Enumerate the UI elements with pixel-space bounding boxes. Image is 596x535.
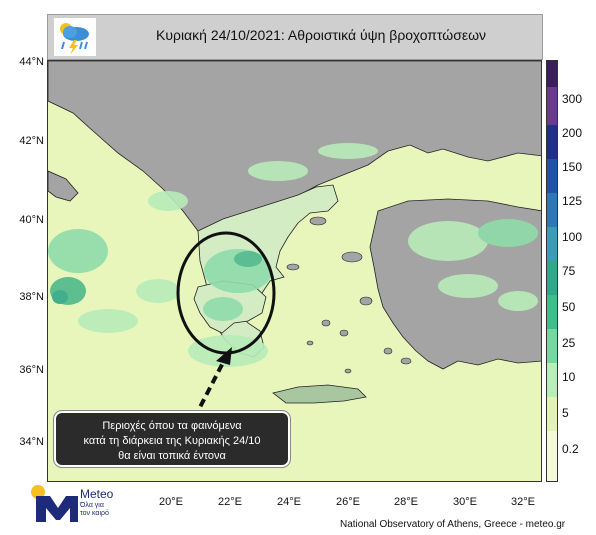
credit-text: National Observatory of Athens, Greece -… [340,519,566,530]
weather-cloud-icon [54,18,96,56]
lon-label: 26°E [336,496,360,508]
colorbar-label: 75 [562,264,576,278]
title-bar: Κυριακή 24/10/2021: Αθροιστικά ύψη βροχο… [47,14,543,60]
colorbar-segment [547,125,557,159]
colorbar-label: 5 [562,406,569,420]
colorbar-segment [547,363,557,397]
lon-label: 28°E [394,496,418,508]
m-letter-icon [36,496,78,522]
lon-label: 22°E [218,496,242,508]
lon-label: 32°E [511,496,535,508]
crete [272,384,367,404]
callout-line: κατά τη διάρκεια της Κυριακής 24/10 [83,435,261,447]
colorbar-segment [547,329,557,363]
callout-line: Περιοχές όπου τα φαινόμενα [102,420,242,432]
colorbar-segment [547,431,557,481]
logo-tagline: Όλα για τον καιρό [80,502,109,517]
callout-arrow [196,352,230,412]
callout-box: Περιοχές όπου τα φαινόμενα κατά τη διάρκ… [54,411,290,467]
colorbar-segment [547,61,557,87]
colorbar-label: 25 [562,336,576,350]
colorbar-segment [547,87,557,125]
colorbar-label: 125 [562,194,583,208]
colorbar-label: 100 [562,230,583,244]
colorbar-segment [547,193,557,227]
colorbar-segment [547,261,557,295]
lon-label: 30°E [453,496,477,508]
lon-label: 24°E [277,496,301,508]
callout-line: θα είναι τοπικά έντονα [118,450,226,462]
lat-label: 36°N [19,364,44,376]
colorbar-segment [547,227,557,261]
italy-land [48,170,79,202]
colorbar [546,60,558,482]
lat-label: 40°N [19,214,44,226]
map-title: Κυριακή 24/10/2021: Αθροιστικά ύψη βροχο… [155,27,487,43]
colorbar-label: 300 [562,92,583,106]
colorbar-segment [547,397,557,431]
logo-word: Meteo [80,487,114,501]
colorbar-segment [547,159,557,193]
colorbar-label: 10 [562,370,576,384]
lat-label: 42°N [19,135,44,147]
colorbar-label: 150 [562,160,583,174]
colorbar-label: 50 [562,300,576,314]
lon-label: 20°E [159,496,183,508]
rain-patches [48,143,538,367]
lat-label: 44°N [19,56,44,68]
lat-label: 38°N [19,291,44,303]
meteo-logo [31,485,78,522]
colorbar-label: 200 [562,126,583,140]
sun-icon [31,485,45,499]
colorbar-segment [547,295,557,329]
colorbar-label: 0.2 [562,442,579,456]
lat-label: 34°N [19,436,44,448]
